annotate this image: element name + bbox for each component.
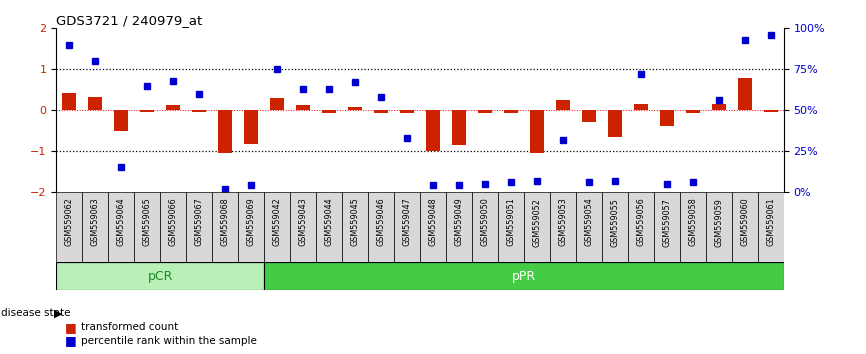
Text: GSM559059: GSM559059 [714,198,723,246]
Bar [452,110,466,145]
Bar [660,110,674,126]
Bar [244,110,258,144]
Bar [686,110,700,113]
Text: disease state: disease state [1,308,70,318]
Bar [166,105,180,110]
FancyBboxPatch shape [108,192,134,262]
FancyBboxPatch shape [186,192,212,262]
Text: GSM559043: GSM559043 [299,198,307,246]
Text: GSM559063: GSM559063 [91,198,100,246]
FancyBboxPatch shape [420,192,446,262]
Text: GSM559047: GSM559047 [403,198,411,246]
Text: GSM559046: GSM559046 [377,198,385,246]
FancyBboxPatch shape [732,192,758,262]
Bar [296,105,310,110]
Text: GSM559054: GSM559054 [585,198,593,246]
FancyBboxPatch shape [316,192,342,262]
Bar [634,104,648,110]
FancyBboxPatch shape [238,192,264,262]
Text: transformed count: transformed count [81,322,178,332]
Bar [530,110,544,153]
FancyBboxPatch shape [758,192,784,262]
FancyBboxPatch shape [524,192,550,262]
Text: GSM559049: GSM559049 [455,198,463,246]
FancyBboxPatch shape [550,192,576,262]
Text: GSM559069: GSM559069 [247,198,255,246]
Text: GSM559056: GSM559056 [637,198,645,246]
Text: GSM559050: GSM559050 [481,198,489,246]
Text: GSM559064: GSM559064 [117,198,126,246]
FancyBboxPatch shape [472,192,498,262]
Bar [192,110,206,112]
Text: GSM559055: GSM559055 [611,198,619,246]
Text: GSM559065: GSM559065 [143,198,152,246]
Text: GSM559044: GSM559044 [325,198,333,246]
Text: GSM559058: GSM559058 [688,198,697,246]
FancyBboxPatch shape [602,192,628,262]
Text: GSM559048: GSM559048 [429,198,437,246]
Bar [426,110,440,151]
Text: GDS3721 / 240979_at: GDS3721 / 240979_at [56,14,203,27]
Bar [114,110,128,131]
Text: ■: ■ [65,321,77,334]
Bar [374,110,388,113]
Text: GSM559060: GSM559060 [740,198,749,246]
Text: GSM559042: GSM559042 [273,198,281,246]
FancyBboxPatch shape [628,192,654,262]
FancyBboxPatch shape [56,192,82,262]
Text: GSM559062: GSM559062 [65,198,74,246]
Text: pPR: pPR [512,270,536,283]
Bar [478,110,492,113]
Bar [556,100,570,110]
FancyBboxPatch shape [56,262,264,290]
FancyBboxPatch shape [394,192,420,262]
FancyBboxPatch shape [446,192,472,262]
FancyBboxPatch shape [264,262,784,290]
Text: ▶: ▶ [54,308,62,318]
Bar [582,110,596,122]
FancyBboxPatch shape [342,192,368,262]
Bar [712,104,726,110]
FancyBboxPatch shape [498,192,524,262]
Text: GSM559045: GSM559045 [351,198,359,246]
Bar [88,97,102,110]
FancyBboxPatch shape [82,192,108,262]
FancyBboxPatch shape [212,192,238,262]
Text: GSM559061: GSM559061 [766,198,775,246]
Text: percentile rank within the sample: percentile rank within the sample [81,336,256,346]
Text: ■: ■ [65,334,77,347]
FancyBboxPatch shape [706,192,732,262]
Bar [608,110,622,137]
Text: pCR: pCR [147,270,173,283]
Bar [322,110,336,113]
Bar [62,93,76,110]
Bar [504,110,518,113]
FancyBboxPatch shape [368,192,394,262]
FancyBboxPatch shape [576,192,602,262]
FancyBboxPatch shape [264,192,290,262]
Bar [764,110,778,112]
Bar [270,98,284,110]
FancyBboxPatch shape [290,192,316,262]
Text: GSM559053: GSM559053 [559,198,567,246]
FancyBboxPatch shape [654,192,680,262]
Bar [348,107,362,110]
FancyBboxPatch shape [134,192,160,262]
Text: GSM559051: GSM559051 [507,198,515,246]
FancyBboxPatch shape [680,192,706,262]
FancyBboxPatch shape [160,192,186,262]
Text: GSM559052: GSM559052 [533,198,541,246]
Bar [218,110,232,153]
Text: GSM559068: GSM559068 [221,198,229,246]
Text: GSM559067: GSM559067 [195,198,204,246]
Text: GSM559057: GSM559057 [662,198,671,246]
Text: GSM559066: GSM559066 [169,198,178,246]
Bar [400,110,414,113]
Bar [738,78,752,110]
Bar [140,110,154,112]
